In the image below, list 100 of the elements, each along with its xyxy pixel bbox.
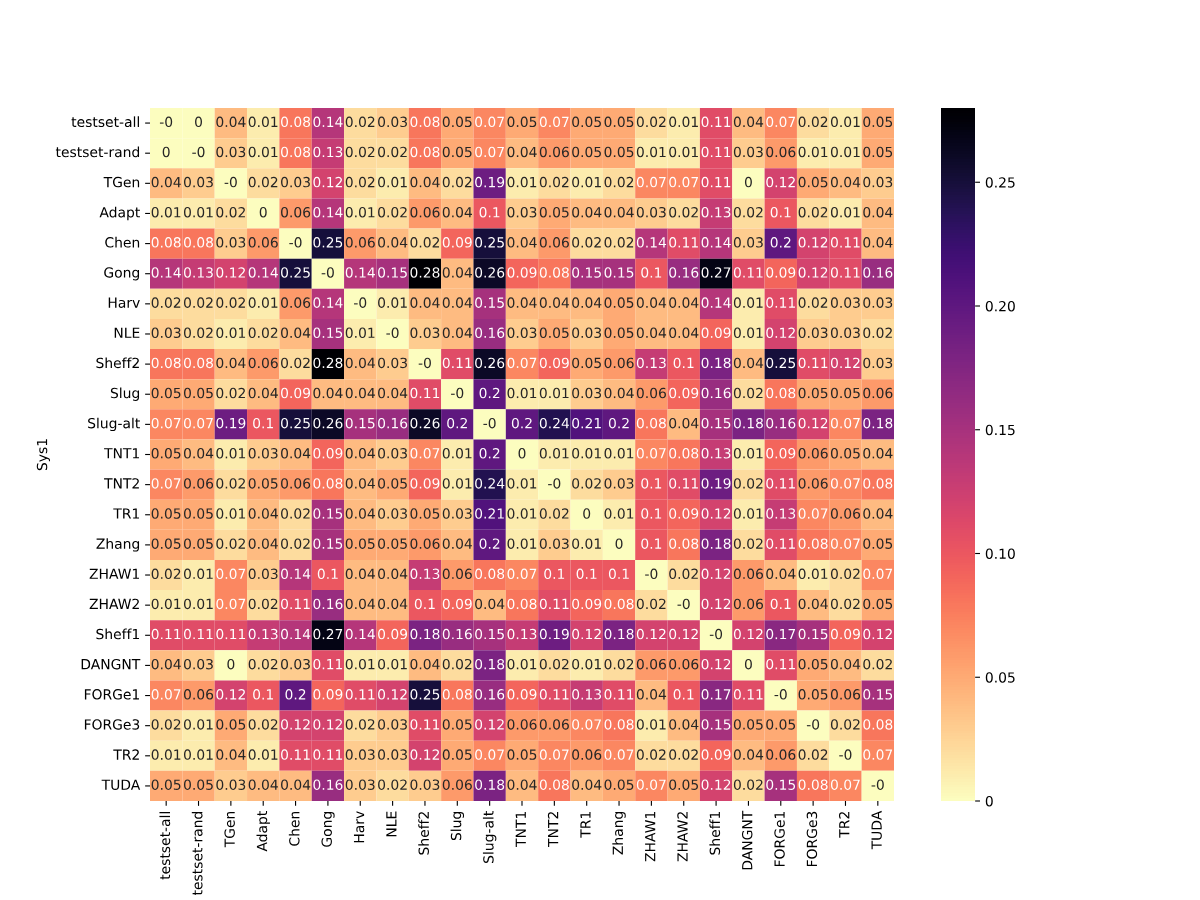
data-label: 0.03 [281, 176, 310, 188]
data-label: 0.02 [604, 176, 634, 188]
data-label: 0.12 [216, 267, 245, 278]
data-label: 0.16 [701, 387, 731, 399]
data-label: 0.04 [378, 598, 408, 610]
data-label: 0.07 [830, 779, 860, 790]
x-tick-label: Sheff1 [709, 812, 721, 855]
data-label: 0.15 [572, 267, 601, 278]
data-label: 0.06 [442, 779, 472, 790]
data-label: 0.19 [701, 478, 731, 489]
data-label: 0.04 [410, 176, 440, 188]
data-label: 0.19 [216, 417, 246, 429]
data-label: -0 [483, 417, 496, 429]
data-label: 0 [744, 658, 752, 670]
data-label: 0.03 [539, 538, 569, 549]
data-label: 0.07 [604, 749, 634, 760]
data-label: 0.15 [313, 327, 343, 339]
data-label: 0.04 [281, 779, 311, 790]
data-label: -0 [418, 357, 431, 369]
data-label: 0.14 [281, 628, 311, 640]
data-label: 0.03 [378, 448, 407, 459]
data-label: 0.02 [863, 327, 892, 339]
data-label: 0.04 [345, 568, 375, 580]
data-label: 0.08 [151, 357, 181, 369]
data-label: 0.04 [572, 206, 602, 218]
data-label: 0.02 [798, 206, 828, 218]
data-label: 0.13 [701, 206, 731, 218]
data-label: 0.07 [798, 508, 828, 519]
y-axis-title: Sys1 [36, 439, 50, 471]
data-label: 0.03 [830, 327, 860, 339]
data-label: 0.06 [183, 478, 214, 489]
data-label: 0.01 [507, 176, 537, 188]
data-label: 0.02 [378, 146, 407, 158]
data-label: 0.05 [442, 146, 472, 158]
data-label: 0.07 [636, 779, 666, 790]
data-label: 0.05 [604, 116, 634, 128]
data-label: 0.06 [733, 568, 764, 580]
data-label: 0.05 [183, 508, 213, 519]
data-label: 0.03 [378, 749, 407, 760]
data-label: 0.14 [248, 267, 278, 278]
data-label: 0.15 [378, 267, 407, 278]
data-label: 0.11 [701, 146, 731, 158]
data-label: 0.01 [572, 658, 601, 670]
data-label: 0.01 [669, 146, 698, 158]
data-label: 0.04 [863, 206, 893, 218]
data-label: 0.04 [863, 448, 893, 459]
data-label: 0.06 [733, 598, 764, 610]
x-tick-label: testset-rand [191, 811, 203, 896]
data-label: 0.01 [507, 478, 537, 489]
data-label: 0.09 [442, 237, 472, 248]
data-label: 0.15 [798, 628, 828, 640]
y-tick-label: TUDA [101, 779, 141, 790]
data-label: 0.01 [604, 508, 634, 519]
data-label: 0.05 [604, 327, 634, 339]
data-label: 0.02 [830, 719, 860, 730]
y-tick-label: TNT1 [104, 448, 139, 459]
x-tick-label: FORGe3 [806, 811, 818, 867]
y-tick-label: Chen [105, 236, 140, 248]
data-label: 0.02 [248, 658, 278, 670]
data-label: 0.08 [281, 116, 311, 128]
data-label: 0.11 [669, 478, 698, 489]
y-tick-label: Sheff2 [96, 357, 139, 369]
data-label: 0.01 [733, 448, 763, 459]
data-label: 0.05 [151, 779, 181, 790]
data-label: 0.01 [151, 598, 181, 610]
x-tick-label: Slug-alt [482, 811, 497, 863]
data-label: 0.05 [410, 508, 440, 519]
data-label: 0.01 [733, 508, 763, 519]
data-label: 0.07 [572, 719, 601, 730]
data-label: 0.26 [410, 417, 440, 429]
data-label: 0.09 [766, 448, 796, 459]
data-label: 0.04 [442, 538, 472, 549]
data-label: -0 [677, 598, 690, 610]
data-label: 0.12 [701, 658, 731, 670]
data-label: 0.02 [151, 719, 181, 730]
data-label: 0.06 [669, 658, 699, 670]
data-label: 0.07 [216, 568, 246, 580]
data-label: 0.04 [507, 779, 537, 790]
data-label: 0.02 [798, 749, 828, 760]
data-label: 0.25 [766, 357, 796, 369]
data-label: 0.02 [733, 538, 763, 549]
data-label: 0.02 [410, 237, 440, 248]
data-label: 0.07 [830, 478, 860, 489]
data-label: 0.04 [863, 508, 893, 519]
data-label: 0.04 [345, 357, 375, 369]
data-label: 0.08 [442, 689, 472, 700]
data-label: 0.14 [636, 237, 667, 248]
data-label: -0 [354, 297, 367, 308]
x-tick-label: TNT1 [515, 812, 526, 847]
data-label: 0.09 [669, 387, 699, 399]
data-label: -0 [321, 267, 334, 278]
data-label: 0.01 [636, 146, 666, 158]
data-label: 0.04 [313, 387, 343, 399]
data-label: 0.05 [216, 719, 246, 730]
data-label: 0.13 [636, 357, 666, 369]
data-label: 0.2 [479, 448, 500, 459]
data-label: 0.01 [507, 387, 537, 399]
data-label: 0.06 [766, 749, 796, 760]
y-tick-label: NLE [114, 327, 140, 338]
data-label: 0.03 [183, 658, 213, 670]
